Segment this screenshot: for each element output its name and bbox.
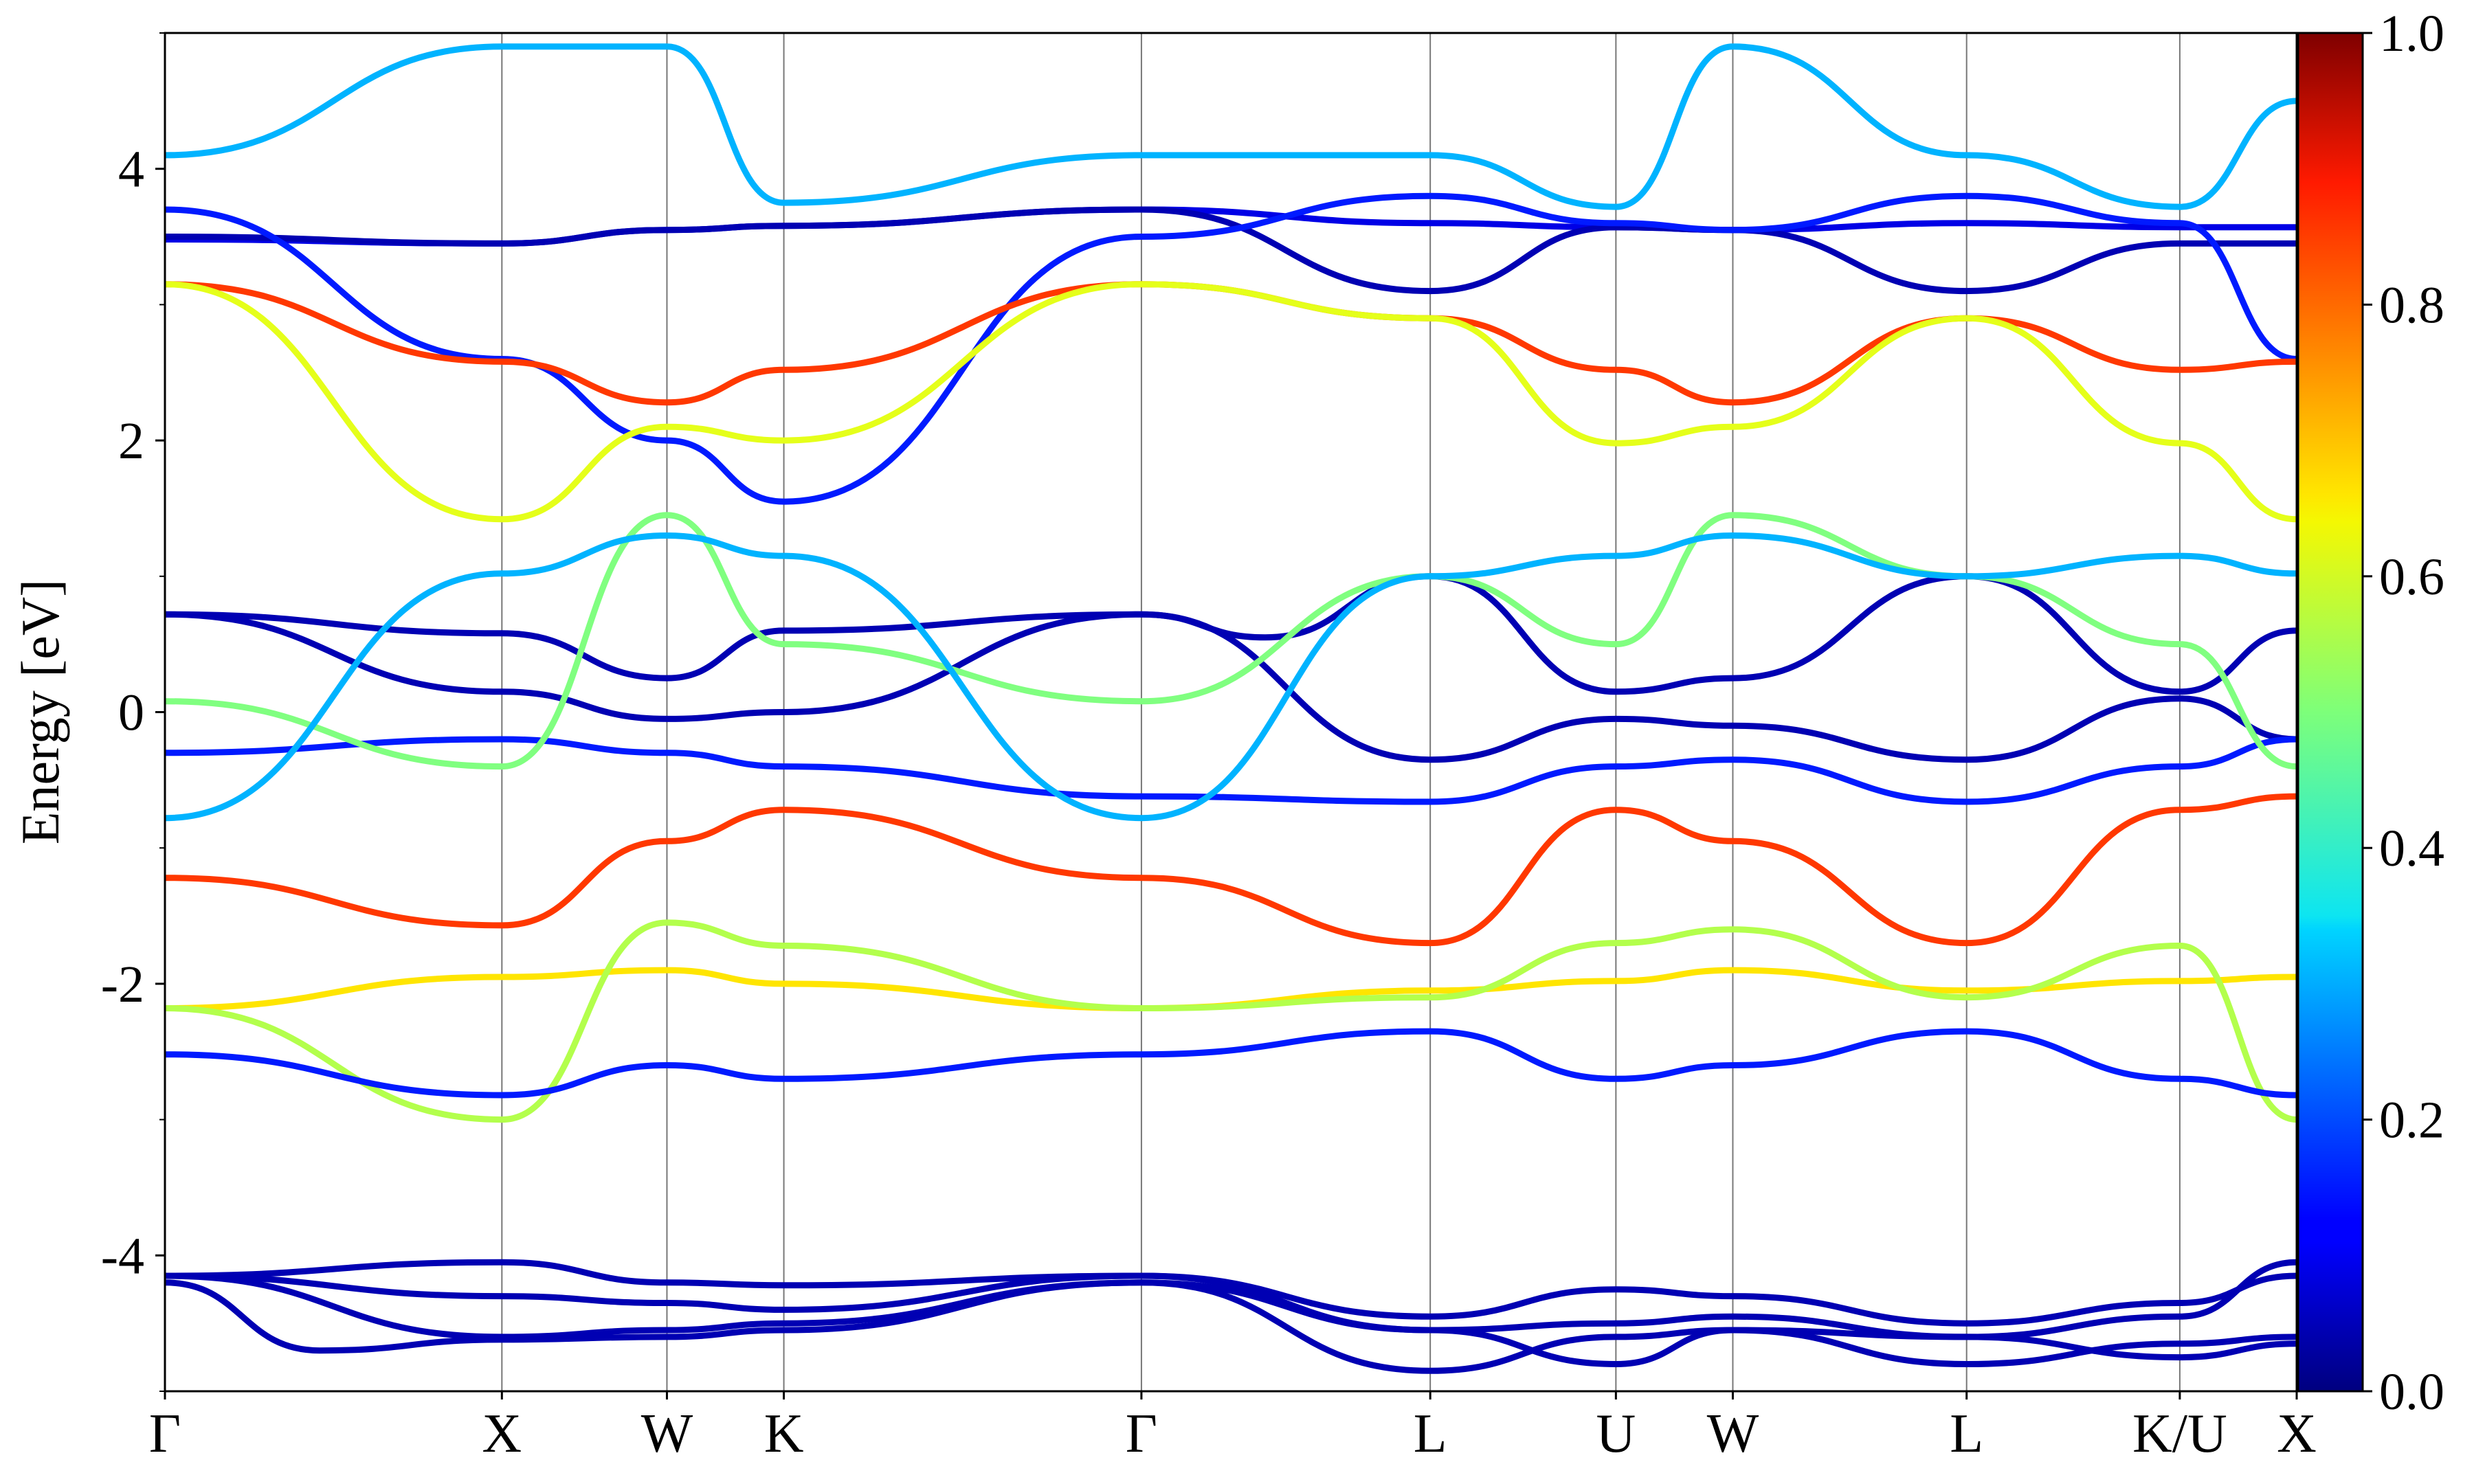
- y-tick-label: 0: [118, 684, 144, 742]
- band-line: [165, 1028, 2297, 1099]
- colorbar-tick-label: 1.0: [2379, 5, 2444, 63]
- plot-frame: [164, 32, 2298, 1393]
- band-line: [165, 611, 2297, 763]
- band-line: [165, 967, 2297, 1011]
- band-line: [165, 919, 2297, 1123]
- band-line: [165, 206, 2297, 295]
- x-tick-label: W: [1707, 1404, 1759, 1464]
- colorbar-tick-label: 0.8: [2379, 276, 2444, 334]
- x-axis: Γ X W K Γ L U W L K/U X: [149, 1391, 2317, 1464]
- x-tick-label: Γ: [149, 1404, 181, 1464]
- band-line: [165, 573, 2297, 695]
- kpoint-separators: [501, 33, 2181, 1391]
- band-line: [165, 1272, 2297, 1327]
- x-tick-label: Γ: [1126, 1404, 1157, 1464]
- colorbar-tick-label: 0.2: [2379, 1092, 2444, 1149]
- band-line: [165, 281, 2297, 523]
- y-tick-label: -4: [101, 1227, 144, 1285]
- band-line: [165, 192, 2297, 505]
- y-axis-label: Energy [eV]: [10, 579, 70, 844]
- band-line: [165, 532, 2297, 822]
- colorbar-tick-label: 0.0: [2379, 1363, 2444, 1421]
- x-tick-label: L: [1414, 1404, 1447, 1464]
- band-lines: [165, 43, 2297, 1374]
- y-tick-label: 4: [118, 141, 144, 199]
- band-line: [165, 281, 2297, 406]
- x-tick-label: X: [2277, 1404, 2317, 1464]
- x-tick-label: K/U: [2132, 1404, 2227, 1464]
- band-line: [165, 1279, 2297, 1367]
- band-line: [165, 43, 2297, 210]
- colorbar-tick-label: 0.4: [2379, 820, 2444, 877]
- band-line: [165, 512, 2297, 770]
- y-axis: -4 -2 0 2 4: [101, 32, 165, 1392]
- y-tick-label: 2: [118, 412, 144, 470]
- band-line: [165, 793, 2297, 947]
- band-line: [165, 736, 2297, 805]
- x-tick-label: W: [641, 1404, 693, 1464]
- y-tick-label: -2: [101, 956, 144, 1013]
- colorbar: [2297, 32, 2364, 1393]
- band-line: [165, 1272, 2297, 1374]
- x-tick-label: K: [764, 1404, 804, 1464]
- colorbar-ticks: 0.0 0.2 0.4 0.6 0.8 1.0: [2363, 5, 2444, 1421]
- x-tick-label: L: [1950, 1404, 1983, 1464]
- x-tick-label: U: [1596, 1404, 1636, 1464]
- colorbar-tick-label: 0.6: [2379, 548, 2444, 606]
- x-tick-label: X: [482, 1404, 522, 1464]
